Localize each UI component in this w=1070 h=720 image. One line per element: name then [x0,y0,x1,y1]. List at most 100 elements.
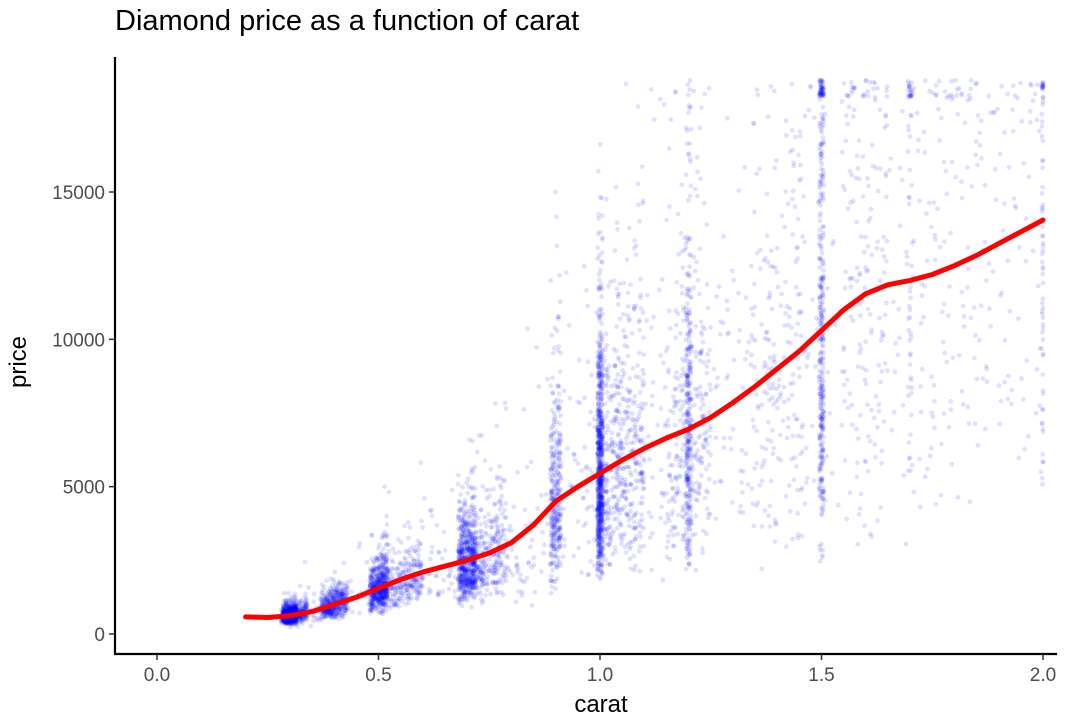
data-point [284,608,290,614]
data-point [290,603,296,609]
data-point [287,605,292,611]
data-point [292,607,297,613]
data-point [281,605,287,611]
data-point [819,510,824,516]
data-point [818,505,824,511]
data-point [291,616,296,622]
data-point [599,512,605,518]
data-point [702,91,708,97]
data-point [332,591,338,596]
data-point [293,605,299,611]
data-point [681,492,687,497]
data-point [304,601,310,607]
data-point [678,331,683,336]
data-point [556,442,562,448]
data-point [285,619,290,624]
data-point [622,334,627,339]
data-point [615,302,621,307]
data-point [396,597,401,603]
data-point [283,618,288,624]
data-point [322,593,327,598]
data-point [701,200,707,206]
data-point [558,476,564,481]
data-point [330,607,336,612]
data-point [501,576,507,581]
data-point [706,85,712,91]
data-point [286,606,292,612]
data-point [557,560,563,565]
data-point [600,235,605,241]
data-point [488,466,494,472]
data-point [330,585,336,591]
data-point [280,602,286,608]
data-point [291,605,296,611]
data-point [293,616,299,622]
data-point [285,618,291,624]
data-point [290,618,296,624]
data-point [324,613,329,618]
data-point [291,606,297,611]
data-point [617,281,622,287]
data-point [616,391,622,396]
data-point [632,434,637,440]
data-point [406,535,411,541]
data-point [500,562,505,568]
data-point [280,617,286,623]
data-point [683,546,689,551]
data-point [689,521,695,527]
data-point [287,621,293,627]
data-point [287,620,292,626]
data-point [623,550,629,556]
data-point [292,616,298,622]
data-point [692,386,698,392]
data-point [458,492,464,497]
data-point [669,478,674,483]
data-point [664,545,670,550]
data-point [639,164,645,170]
data-point [597,141,603,147]
data-point [286,608,292,614]
data-point [625,353,631,359]
data-point [695,277,701,283]
data-point [293,616,298,622]
data-point [641,543,647,549]
data-point [291,603,297,609]
data-point [285,618,291,624]
data-point [328,610,334,615]
data-point [672,90,678,95]
data-point [600,213,605,218]
data-point [597,364,603,370]
data-point [330,593,336,598]
data-point [668,326,673,331]
data-point [281,603,287,609]
data-point [491,486,496,492]
data-point [292,602,297,608]
data-point [687,105,692,111]
data-point [285,620,291,626]
data-point [293,608,298,613]
data-point [325,595,331,600]
data-point [292,606,298,611]
data-point [700,528,706,534]
data-point [341,605,346,610]
data-point [636,375,642,380]
data-point [554,328,560,334]
data-point [279,617,284,623]
data-point [700,339,706,345]
data-point [323,610,329,616]
data-point [598,568,603,573]
data-point [335,587,340,593]
data-point [293,603,299,609]
data-point [381,546,386,552]
data-point [292,607,298,613]
data-point [382,484,387,489]
data-point [618,426,624,432]
data-point [550,390,556,396]
data-point [402,523,407,529]
data-point [289,618,295,624]
data-point [285,617,290,623]
data-point [332,615,338,620]
data-point [595,168,601,174]
data-point [682,537,688,542]
data-point [687,141,693,147]
